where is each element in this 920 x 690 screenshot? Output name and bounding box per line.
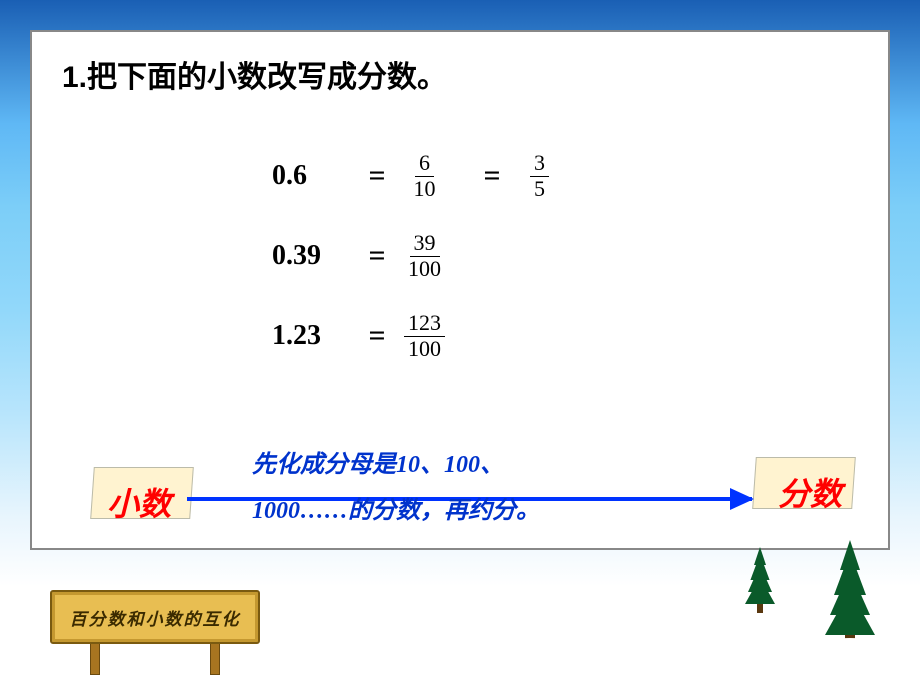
note-line: 1000……的分数，再约分。 bbox=[252, 498, 540, 524]
tree-icon bbox=[810, 540, 890, 650]
decimal-value: 0.39 bbox=[272, 240, 352, 272]
denominator: 5 bbox=[530, 177, 549, 201]
equation-row: 0.6 = 6 10 = 3 5 bbox=[272, 136, 858, 216]
title-text: 1.把下面的小数改写成分数。 bbox=[62, 52, 858, 96]
decimal-value: 0.6 bbox=[272, 160, 352, 192]
decimal-label: 小数 bbox=[107, 479, 171, 525]
fraction: 39 100 bbox=[402, 231, 447, 280]
decimal-value: 1.23 bbox=[272, 320, 352, 352]
sign-post bbox=[210, 640, 220, 675]
fraction: 3 5 bbox=[517, 151, 562, 200]
fraction-label: 分数 bbox=[778, 469, 842, 515]
content-box: 1.把下面的小数改写成分数。 0.6 = 6 10 = 3 5 0.39 = bbox=[30, 30, 890, 550]
equals-sign: = bbox=[467, 159, 517, 193]
slide: 1.把下面的小数改写成分数。 0.6 = 6 10 = 3 5 0.39 = bbox=[0, 0, 920, 690]
numerator: 39 bbox=[410, 231, 440, 256]
equals-sign: = bbox=[352, 239, 402, 273]
equals-sign: = bbox=[352, 159, 402, 193]
fraction: 6 10 bbox=[402, 151, 447, 200]
footer-sign: 百分数和小数的互化 bbox=[50, 590, 260, 675]
fraction: 123 100 bbox=[402, 311, 447, 360]
equation-row: 1.23 = 123 100 bbox=[272, 296, 858, 376]
sign-text: 百分数和小数的互化 bbox=[70, 605, 241, 630]
numerator: 6 bbox=[415, 151, 434, 176]
note-line: 先化成分母是10、100、 bbox=[252, 452, 504, 478]
conversion-diagram: 小数 先化成分母是10、100、 1000……的分数，再约分。 分数 bbox=[52, 443, 872, 533]
denominator: 10 bbox=[410, 177, 440, 201]
equation-row: 0.39 = 39 100 bbox=[272, 216, 858, 296]
tree-icon bbox=[736, 547, 784, 613]
denominator: 100 bbox=[404, 337, 445, 361]
numerator: 3 bbox=[530, 151, 549, 176]
sign-post bbox=[90, 640, 100, 675]
sign-board: 百分数和小数的互化 bbox=[50, 590, 260, 644]
equals-sign: = bbox=[352, 319, 402, 353]
denominator: 100 bbox=[404, 257, 445, 281]
equation-list: 0.6 = 6 10 = 3 5 0.39 = 39 100 bbox=[272, 136, 858, 376]
numerator: 123 bbox=[404, 311, 445, 336]
conversion-note: 先化成分母是10、100、 1000……的分数，再约分。 bbox=[252, 443, 672, 534]
